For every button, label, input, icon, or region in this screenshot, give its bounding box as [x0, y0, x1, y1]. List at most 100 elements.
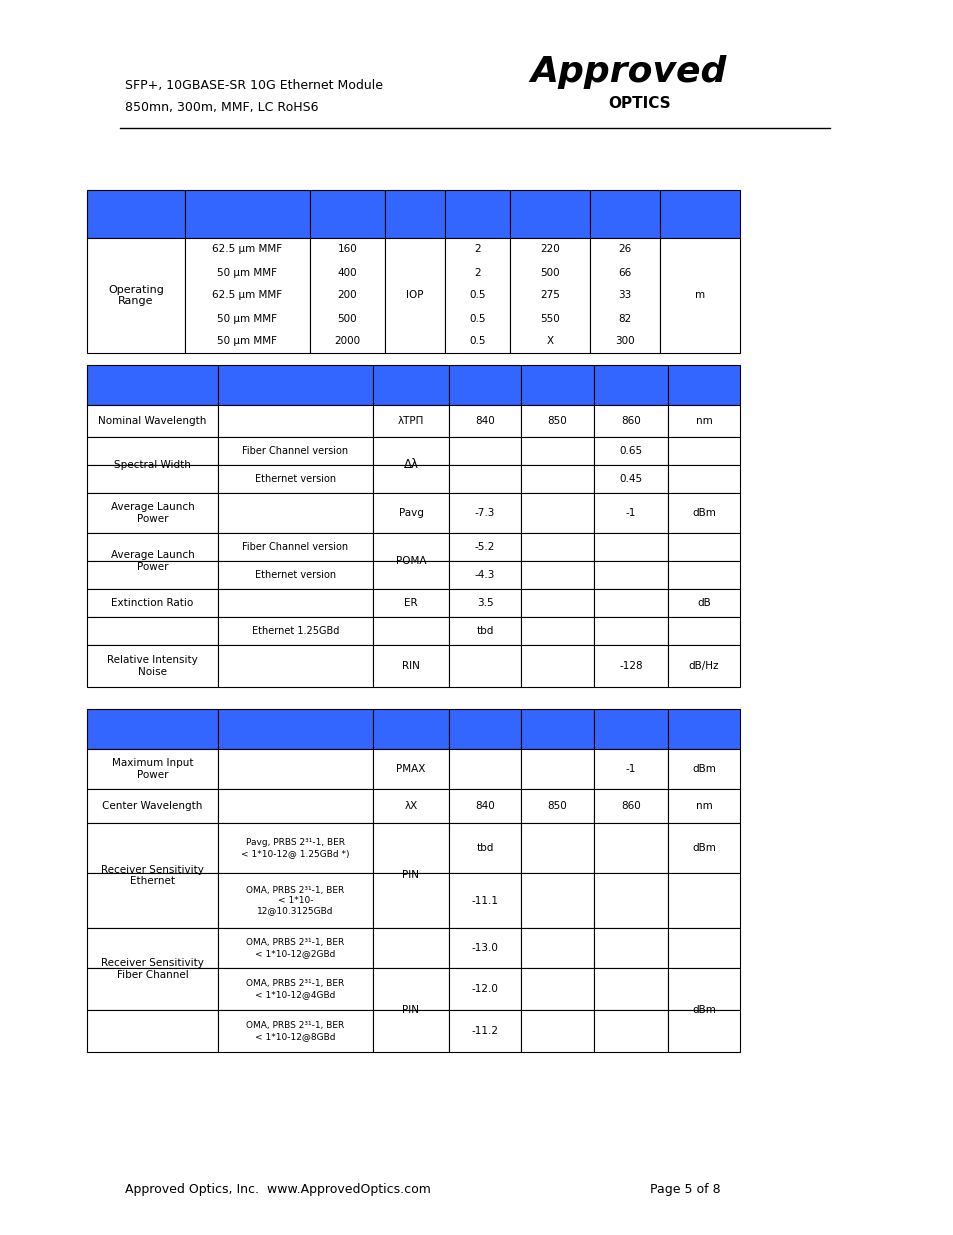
Bar [594, 709, 667, 748]
Bar [218, 748, 373, 789]
Bar [589, 190, 659, 238]
Bar [373, 466, 449, 493]
Text: 62.5 μm MMF: 62.5 μm MMF [213, 290, 282, 300]
Text: Ethernet version: Ethernet version [254, 571, 335, 580]
Bar [218, 823, 373, 873]
Bar [667, 405, 740, 437]
Bar [594, 873, 667, 927]
Text: 2: 2 [474, 268, 480, 278]
Bar [373, 709, 449, 748]
Bar [87, 709, 218, 748]
Bar [667, 823, 740, 873]
Text: Center Wavelength: Center Wavelength [102, 802, 202, 811]
Bar [373, 968, 449, 1010]
Text: 275: 275 [539, 290, 559, 300]
Bar [594, 1010, 667, 1052]
Bar [520, 927, 594, 968]
Bar [218, 561, 373, 589]
Text: PIN: PIN [402, 1005, 419, 1015]
Bar [594, 466, 667, 493]
Bar [449, 927, 520, 968]
Bar [87, 366, 218, 405]
Bar [218, 466, 373, 493]
Bar [449, 968, 520, 1010]
Bar [449, 366, 520, 405]
Text: SFP+, 10GBASE-SR 10G Ethernet Module: SFP+, 10GBASE-SR 10G Ethernet Module [125, 79, 382, 91]
Bar [594, 561, 667, 589]
Bar [87, 789, 218, 823]
Bar [449, 466, 520, 493]
Bar [667, 589, 740, 618]
Bar [218, 927, 373, 968]
Text: Pavg, PRBS 2³¹-1, BER
< 1*10-12@ 1.25GBd *): Pavg, PRBS 2³¹-1, BER < 1*10-12@ 1.25GBd… [241, 839, 350, 857]
Bar [667, 366, 740, 405]
Text: 82: 82 [618, 314, 631, 324]
Bar [449, 873, 520, 927]
Text: dBm: dBm [691, 1005, 715, 1015]
Text: 3.5: 3.5 [476, 598, 493, 608]
Bar [218, 534, 373, 561]
Bar [520, 618, 594, 645]
Bar [667, 927, 740, 968]
Bar [218, 789, 373, 823]
Bar [667, 561, 740, 589]
Text: Approved: Approved [530, 56, 725, 89]
Text: 500: 500 [539, 268, 559, 278]
Text: PMAX: PMAX [395, 764, 425, 774]
Bar [87, 190, 185, 238]
Text: -4.3: -4.3 [475, 571, 495, 580]
Bar [594, 645, 667, 687]
Text: Operating
Range: Operating Range [108, 285, 164, 306]
Bar [310, 238, 385, 353]
Text: ER: ER [404, 598, 417, 608]
Bar [218, 366, 373, 405]
Text: 0.45: 0.45 [618, 474, 642, 484]
Bar [87, 748, 218, 789]
Bar [667, 493, 740, 534]
Text: 0.5: 0.5 [469, 290, 485, 300]
Bar [594, 789, 667, 823]
Text: 62.5 μm MMF: 62.5 μm MMF [213, 245, 282, 254]
Text: 500: 500 [337, 314, 357, 324]
Text: Nominal Wavelength: Nominal Wavelength [98, 416, 207, 426]
Bar [385, 190, 444, 238]
Bar [373, 1010, 449, 1052]
Bar [218, 437, 373, 466]
Bar [185, 190, 310, 238]
Text: -11.2: -11.2 [471, 1026, 498, 1036]
Text: 26: 26 [618, 245, 631, 254]
Bar [520, 437, 594, 466]
Text: Ethernet 1.25GBd: Ethernet 1.25GBd [252, 626, 339, 636]
Text: 160: 160 [337, 245, 357, 254]
Bar [449, 405, 520, 437]
Bar [594, 823, 667, 873]
Bar [218, 493, 373, 534]
Text: 840: 840 [475, 802, 495, 811]
Bar [449, 589, 520, 618]
Bar [520, 709, 594, 748]
Bar [87, 618, 218, 645]
Text: 220: 220 [539, 245, 559, 254]
Bar [589, 238, 659, 353]
Bar [87, 1010, 218, 1052]
Bar [449, 789, 520, 823]
Bar [373, 748, 449, 789]
Bar [87, 466, 218, 493]
Bar [520, 405, 594, 437]
Bar [373, 366, 449, 405]
Bar [594, 405, 667, 437]
Text: Receiver Sensitivity
Ethernet: Receiver Sensitivity Ethernet [101, 864, 204, 887]
Text: 0.5: 0.5 [469, 336, 485, 347]
Text: Ethernet version: Ethernet version [254, 474, 335, 484]
Bar [667, 968, 740, 1010]
Bar [87, 238, 185, 353]
Text: Relative Intensity
Noise: Relative Intensity Noise [107, 656, 197, 677]
Bar [667, 618, 740, 645]
Bar [87, 823, 218, 873]
Bar [87, 927, 218, 968]
Bar [218, 645, 373, 687]
Text: -13.0: -13.0 [471, 944, 497, 953]
Bar [520, 789, 594, 823]
Text: Pavg: Pavg [398, 508, 423, 517]
Bar [449, 618, 520, 645]
